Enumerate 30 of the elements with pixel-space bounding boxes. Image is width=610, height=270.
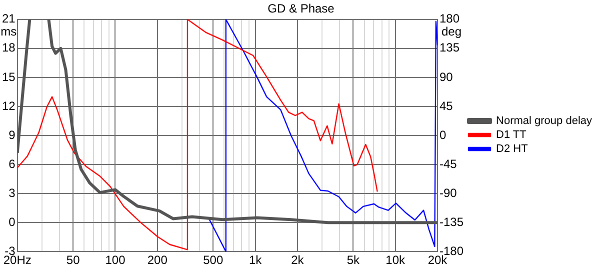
x-tick-label: 500 [203,253,224,268]
x-tick-label: 100 [105,253,126,268]
x-tick-label: 50 [66,253,80,268]
legend-label: D1 TT [496,129,527,142]
y2-tick-label: 45 [439,98,454,113]
x-tick-label: 200 [147,253,168,268]
y2-tick-label: -90 [439,186,458,200]
y2-tick-label: -45 [439,156,458,171]
legend-label: Normal group delay [496,115,592,128]
y-tick-label: 12 [2,98,16,113]
chart-title: GD & Phase [268,2,335,16]
y2-tick-label: 0 [439,128,446,142]
y2-tick-label: -135 [439,214,464,229]
x-tick-label: 1k [248,253,263,268]
y2-tick-label: 90 [439,70,454,84]
y-tick-label: 3 [8,186,16,200]
legend-label: D2 HT [496,143,528,156]
y-tick-label: 21 [2,12,16,26]
x-tick-label: 2k [291,253,305,268]
y-tick-label: 15 [2,70,16,84]
y-tick-label: 18 [2,40,16,55]
x-tick-label: 5k [346,253,361,268]
y-tick-label: 6 [8,156,16,171]
y-tick-label: 9 [8,128,16,142]
y2-axis-title: deg [441,24,462,39]
y-tick-label: 0 [8,214,16,229]
y2-tick-label: 180 [439,12,460,26]
y2-tick-label: 135 [439,40,460,55]
x-tick-label: 10k [386,253,406,268]
y-axis-title: ms [0,24,17,39]
